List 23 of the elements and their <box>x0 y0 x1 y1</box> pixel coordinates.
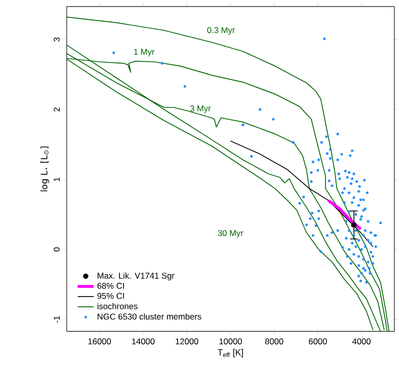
annotation: 3 Myr <box>190 106 211 114</box>
annotation: 1 Myr <box>134 49 154 57</box>
x-tick-label: 10000 <box>219 338 242 345</box>
x-tick-label: 8000 <box>265 338 284 345</box>
x-tick-label: 4000 <box>352 338 371 345</box>
y-axis-title: log L$_{⋆}$ [L$_{⊙}$] <box>40 146 50 192</box>
legend-label: isochrones <box>98 303 138 310</box>
legend-label: 95% CI <box>97 293 124 300</box>
y-tick-label: 3 <box>54 38 60 42</box>
x-tick-label: 16000 <box>88 338 111 345</box>
y-tick-label: 2 <box>54 108 60 112</box>
x-tick-label: 12000 <box>176 338 198 345</box>
y-tick-label: 1 <box>54 178 60 182</box>
x-axis-title: T$_{eff}$ [K] <box>218 349 243 358</box>
y-tick-label: 0 <box>54 248 60 252</box>
x-tick-label: 6000 <box>308 338 327 345</box>
legend-label: NGC 6530 cluster members <box>98 314 202 320</box>
annotation: 0.3 Myr <box>207 27 235 35</box>
y-tick-label: -1 <box>54 316 60 323</box>
legend-label: 68% CI <box>97 283 124 290</box>
legend-label: Max. Lik. V1741 Sgr <box>98 272 174 281</box>
annotation: 30 Myr <box>218 230 244 238</box>
x-tick-label: 14000 <box>132 338 155 345</box>
